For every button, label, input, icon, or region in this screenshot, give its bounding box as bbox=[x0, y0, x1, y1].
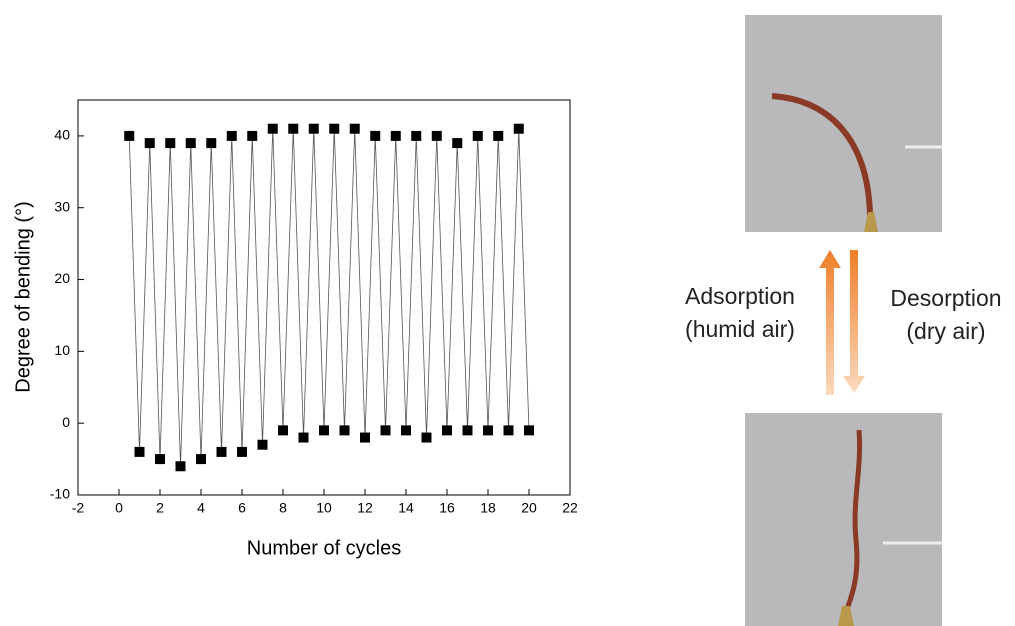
data-point bbox=[380, 425, 391, 436]
y-tick-label: 20 bbox=[54, 270, 70, 286]
arrow-down bbox=[843, 250, 865, 393]
annotation: (dry air) bbox=[906, 318, 985, 344]
data-point bbox=[185, 138, 196, 149]
x-tick-label: 0 bbox=[115, 500, 123, 516]
data-point bbox=[247, 130, 258, 141]
x-tick-label: 22 bbox=[562, 500, 578, 516]
x-tick-label: 12 bbox=[357, 500, 373, 516]
x-tick-label: 16 bbox=[439, 500, 455, 516]
data-point bbox=[360, 432, 370, 443]
data-point bbox=[431, 130, 442, 141]
x-tick-label: 4 bbox=[197, 500, 205, 516]
plot-frame bbox=[77, 99, 571, 496]
data-point bbox=[421, 432, 432, 443]
photo-straight bbox=[745, 413, 942, 626]
x-tick-label: 20 bbox=[521, 500, 537, 516]
data-point bbox=[165, 138, 176, 149]
x-axis-label: Number of cycles bbox=[247, 537, 402, 559]
data-line bbox=[128, 128, 530, 467]
data-point bbox=[442, 425, 452, 436]
data-point bbox=[308, 123, 319, 134]
data-point bbox=[370, 130, 381, 141]
data-point bbox=[155, 454, 165, 465]
x-tick-label: 6 bbox=[238, 500, 246, 516]
y-tick-label: 30 bbox=[54, 198, 70, 214]
x-tick-label: 8 bbox=[279, 500, 287, 516]
x-tick-label: -2 bbox=[72, 500, 85, 516]
data-point bbox=[124, 130, 135, 141]
data-point bbox=[196, 454, 206, 465]
y-axis-label: Degree of bending (°) bbox=[12, 201, 34, 392]
data-point bbox=[298, 432, 309, 443]
y-tick-label: 0 bbox=[62, 414, 70, 430]
data-point bbox=[483, 425, 493, 436]
x-tick-label: 10 bbox=[316, 500, 332, 516]
x-tick-label: 2 bbox=[156, 500, 164, 516]
data-point bbox=[226, 130, 237, 141]
annotation: (humid air) bbox=[685, 316, 795, 342]
data-point bbox=[349, 123, 360, 134]
data-point bbox=[452, 138, 463, 149]
data-point bbox=[267, 123, 278, 134]
data-point bbox=[503, 425, 514, 436]
arrow-up bbox=[819, 250, 841, 395]
y-tick-label: 10 bbox=[54, 342, 70, 358]
data-point bbox=[237, 446, 247, 457]
data-point bbox=[257, 439, 268, 450]
data-point bbox=[288, 123, 299, 134]
data-point bbox=[216, 446, 227, 457]
data-point bbox=[472, 130, 483, 141]
data-point bbox=[401, 425, 411, 436]
data-point bbox=[206, 138, 217, 149]
photo-bent bbox=[745, 15, 942, 232]
data-point bbox=[144, 138, 155, 149]
x-tick-label: 14 bbox=[398, 500, 414, 516]
y-tick-label: -10 bbox=[50, 486, 70, 502]
data-point bbox=[390, 130, 401, 141]
data-point bbox=[329, 123, 340, 134]
data-point bbox=[462, 425, 473, 436]
data-point bbox=[411, 130, 422, 141]
data-point bbox=[524, 425, 534, 436]
data-point bbox=[339, 425, 350, 436]
data-point bbox=[175, 461, 186, 472]
annotation: Adsorption bbox=[685, 283, 795, 309]
y-tick-label: 40 bbox=[54, 127, 70, 143]
data-point bbox=[134, 446, 145, 457]
data-point bbox=[319, 425, 329, 436]
data-point bbox=[278, 425, 288, 436]
data-point bbox=[493, 130, 504, 141]
annotation: Desorption bbox=[890, 285, 1001, 311]
x-tick-label: 18 bbox=[480, 500, 496, 516]
data-point bbox=[513, 123, 524, 134]
